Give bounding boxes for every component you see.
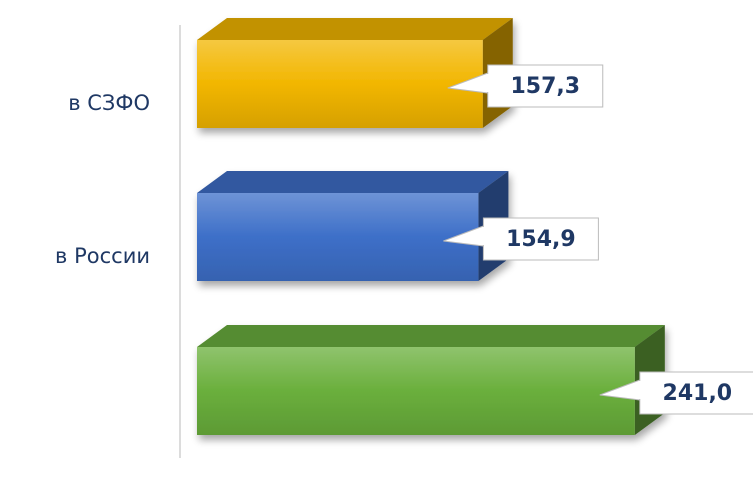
value-label: 154,9 (506, 227, 576, 252)
callout-joint (482, 227, 486, 245)
bar-top (197, 325, 665, 347)
bar-front (197, 347, 635, 435)
bar-front (197, 40, 483, 128)
bar-front (197, 193, 479, 281)
category-label: в России (55, 244, 150, 268)
bar (197, 325, 665, 435)
callout-box (487, 64, 604, 108)
bar-top (197, 18, 513, 40)
callout-joint (486, 74, 490, 92)
bar-top (197, 171, 509, 193)
value-label: 241,0 (663, 381, 733, 406)
bar (197, 18, 513, 128)
bar (197, 171, 509, 281)
value-label: 157,3 (510, 74, 580, 99)
callout-joint (638, 381, 642, 399)
callout-box (482, 217, 599, 261)
category-label: в СЗФО (68, 91, 150, 115)
